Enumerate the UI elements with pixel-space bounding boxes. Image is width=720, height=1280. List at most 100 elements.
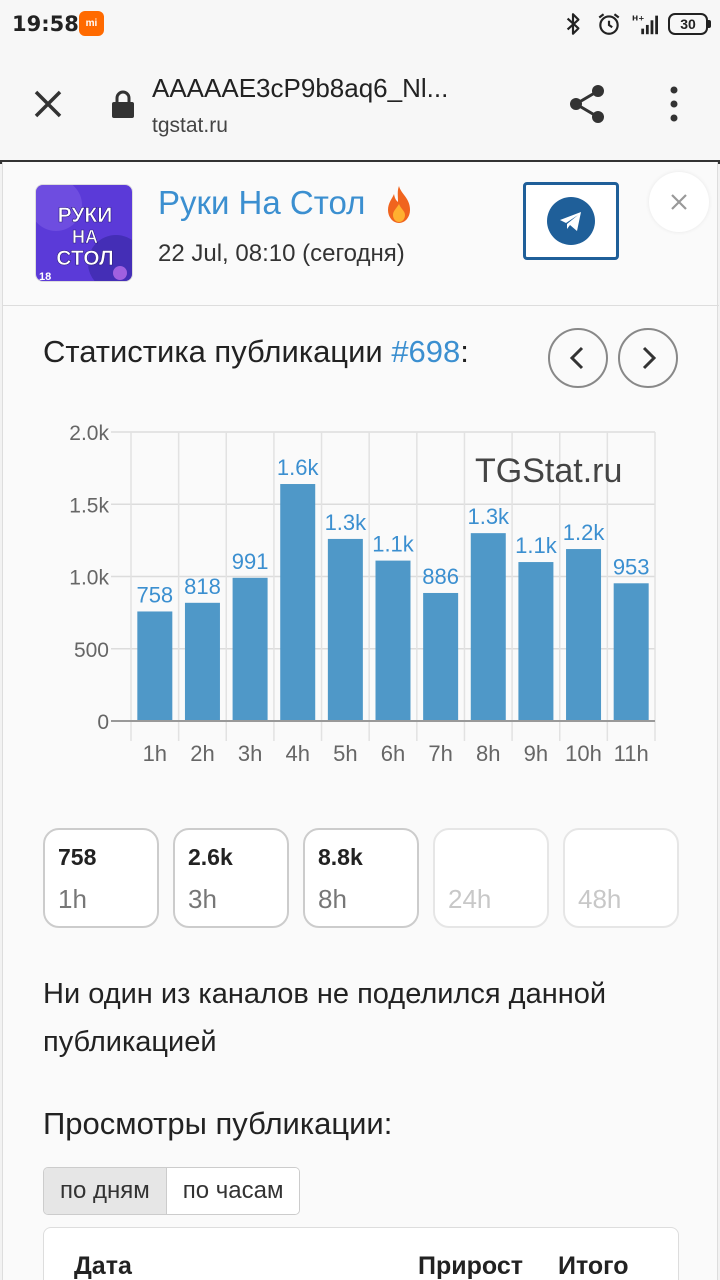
chart-bar [137,611,173,721]
bar-data-label: 1.1k [372,532,415,557]
toggle-by-hours[interactable]: по часам [166,1168,300,1214]
views-section-title: Просмотры публикации: [43,1106,393,1141]
more-menu-icon[interactable] [664,84,684,124]
y-tick-label: 1.0k [69,567,109,590]
bar-data-label: 758 [136,582,173,607]
toggle-by-days[interactable]: по дням [44,1168,167,1214]
next-post-button[interactable] [618,328,678,388]
x-tick-label: 3h [238,741,262,766]
x-tick-label: 4h [285,741,309,766]
bar-data-label: 818 [184,574,221,599]
status-icons: H+ 30 [560,10,711,38]
period-value [448,844,547,872]
period-value: 2.6k [188,844,233,870]
period-card-3h[interactable]: 2.6k 3h [173,828,289,928]
status-bar: 19:58 mi H+ 30 [0,0,720,48]
page-url-title[interactable]: AAAAAE3cP9b8aq6_Nl... [152,73,449,103]
chart-bar [280,484,316,721]
chart-bar [470,533,506,721]
avatar-text-line-1: РУКИ [58,204,113,227]
divider [3,305,719,306]
alarm-icon [598,13,620,35]
stats-title-suffix: : [460,334,469,369]
y-tick-label: 2.0k [69,422,109,445]
chart-watermark: TGStat.ru [475,452,622,490]
avatar-text-line-3: СТОЛ [56,247,114,270]
bar-data-label: 1.1k [515,533,558,558]
previous-post-button[interactable] [548,328,608,388]
chart-bar [375,560,411,721]
chart-bar [423,592,459,721]
period-card-8h[interactable]: 8.8k 8h [303,828,419,928]
period-summary: 758 1h 2.6k 3h 8.8k 8h 24h 48h [43,828,683,928]
period-value: 8.8k [318,844,363,870]
x-tick-label: 9h [524,741,548,766]
chart-bar [613,583,649,721]
chart-bar [184,602,220,721]
fire-icon [388,186,410,223]
close-icon [671,194,687,210]
battery-icon: 30 [668,13,711,35]
y-tick-label: 0 [97,711,109,734]
x-tick-label: 10h [565,741,602,766]
x-tick-label: 2h [190,741,214,766]
y-tick-label: 500 [74,639,109,662]
column-header-total: Итого [558,1252,629,1280]
stats-title-prefix: Статистика публикации [43,334,392,369]
browser-toolbar: AAAAAE3cP9b8aq6_Nl... tgstat.ru [0,48,720,160]
x-tick-label: 6h [381,741,405,766]
stats-title: Статистика публикации #698: [43,334,469,370]
x-tick-label: 7h [428,741,452,766]
x-tick-label: 11h [614,741,649,766]
period-value [578,844,677,872]
bar-data-label: 1.2k [563,520,606,545]
network-type-label: H+ [632,13,644,22]
page-domain: tgstat.ru [152,114,228,137]
x-tick-label: 5h [333,741,357,766]
chevron-left-icon [569,346,584,370]
period-label: 3h [188,884,217,914]
column-header-date: Дата [74,1252,132,1280]
period-card-1h[interactable]: 758 1h [43,828,159,928]
telegram-icon [547,197,595,245]
period-label: 8h [318,884,347,914]
period-label: 1h [58,884,87,914]
post-number-link[interactable]: #698 [391,334,461,369]
avatar-text-line-2: НА [72,227,98,247]
views-table: Дата Прирост Итого [43,1227,679,1280]
views-bar-chart: 0 500 1.0k 1.5k 2.0k TGStat.ru 758 1h 818 2h 991 3h… [69,422,656,766]
period-card-24h: 24h [433,828,549,928]
y-tick-label: 1.5k [69,494,109,517]
lock-icon [112,90,134,118]
mi-app-icon: mi [79,11,104,36]
channel-name-link[interactable]: Руки На Стол [158,184,366,221]
bar-data-label: 1.6k [277,455,320,480]
close-modal-button[interactable] [649,172,709,232]
chevron-right-icon [642,346,657,370]
post-date: 22 Jul, 08:10 (сегодня) [158,240,405,267]
open-in-telegram-button[interactable] [523,182,619,260]
no-shares-message: Ни один из каналов не поделился данной п… [43,978,607,1058]
period-value: 758 [58,844,97,870]
bar-data-label: 1.3k [467,504,510,529]
bar-data-label: 953 [613,554,650,579]
status-time: 19:58 [12,12,79,36]
chart-bar [232,577,268,721]
bar-data-label: 991 [232,549,269,574]
chart-bar [327,538,363,721]
bar-data-label: 886 [422,564,459,589]
chart-bar [566,549,602,721]
share-icon[interactable] [566,82,610,126]
bar-data-label: 1.3k [325,510,368,535]
period-label: 48h [578,884,622,914]
chart-bar [518,562,554,721]
avatar-age-badge: 18 [39,271,51,282]
x-tick-label: 1h [143,741,167,766]
x-tick-label: 8h [476,741,500,766]
period-card-48h: 48h [563,828,679,928]
bluetooth-icon [566,13,580,35]
post-stats-card: РУКИ НА СТОЛ 18 Руки На Стол 22 Jul, 08:… [2,162,719,1280]
channel-avatar[interactable]: РУКИ НА СТОЛ 18 [35,184,133,282]
close-tab-icon[interactable] [28,84,68,124]
views-granularity-toggle: по дням по часам [43,1167,301,1215]
